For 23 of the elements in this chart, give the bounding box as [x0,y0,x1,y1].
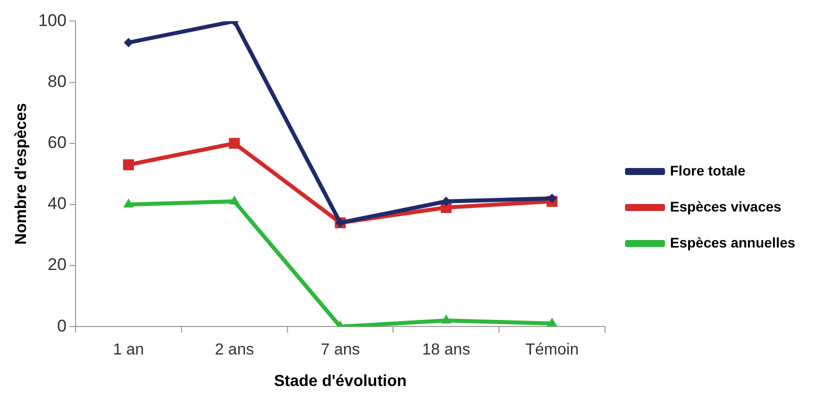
point [123,159,134,170]
legend-label: Espèces vivaces [670,198,782,214]
y-tick-label: 40 [48,194,67,214]
point [230,196,240,204]
y-axis-title: Nombre d'espèces [13,102,30,245]
x-tick-label: 2 ans [214,342,254,359]
y-tick-label: 20 [48,255,67,274]
point [124,198,134,208]
y-tick-label: 80 [48,72,67,91]
x-axis-title: Stade d'évolution [274,372,407,390]
point [124,38,134,48]
point [228,138,240,149]
x-tick-label: 7 ans [320,342,360,359]
x-tick-label: Témoin [525,342,579,359]
x-tick-label: 18 ans [422,342,470,359]
y-tick-label: 60 [48,133,67,152]
legend-label: Flore totale [670,162,746,178]
legend-label: Espèces annuelles [670,234,796,250]
point [441,314,451,324]
point [547,318,557,327]
y-tick-label: 100 [38,10,67,30]
y-tick-label: 0 [57,316,67,336]
x-tick-label: 1 an [112,342,144,359]
